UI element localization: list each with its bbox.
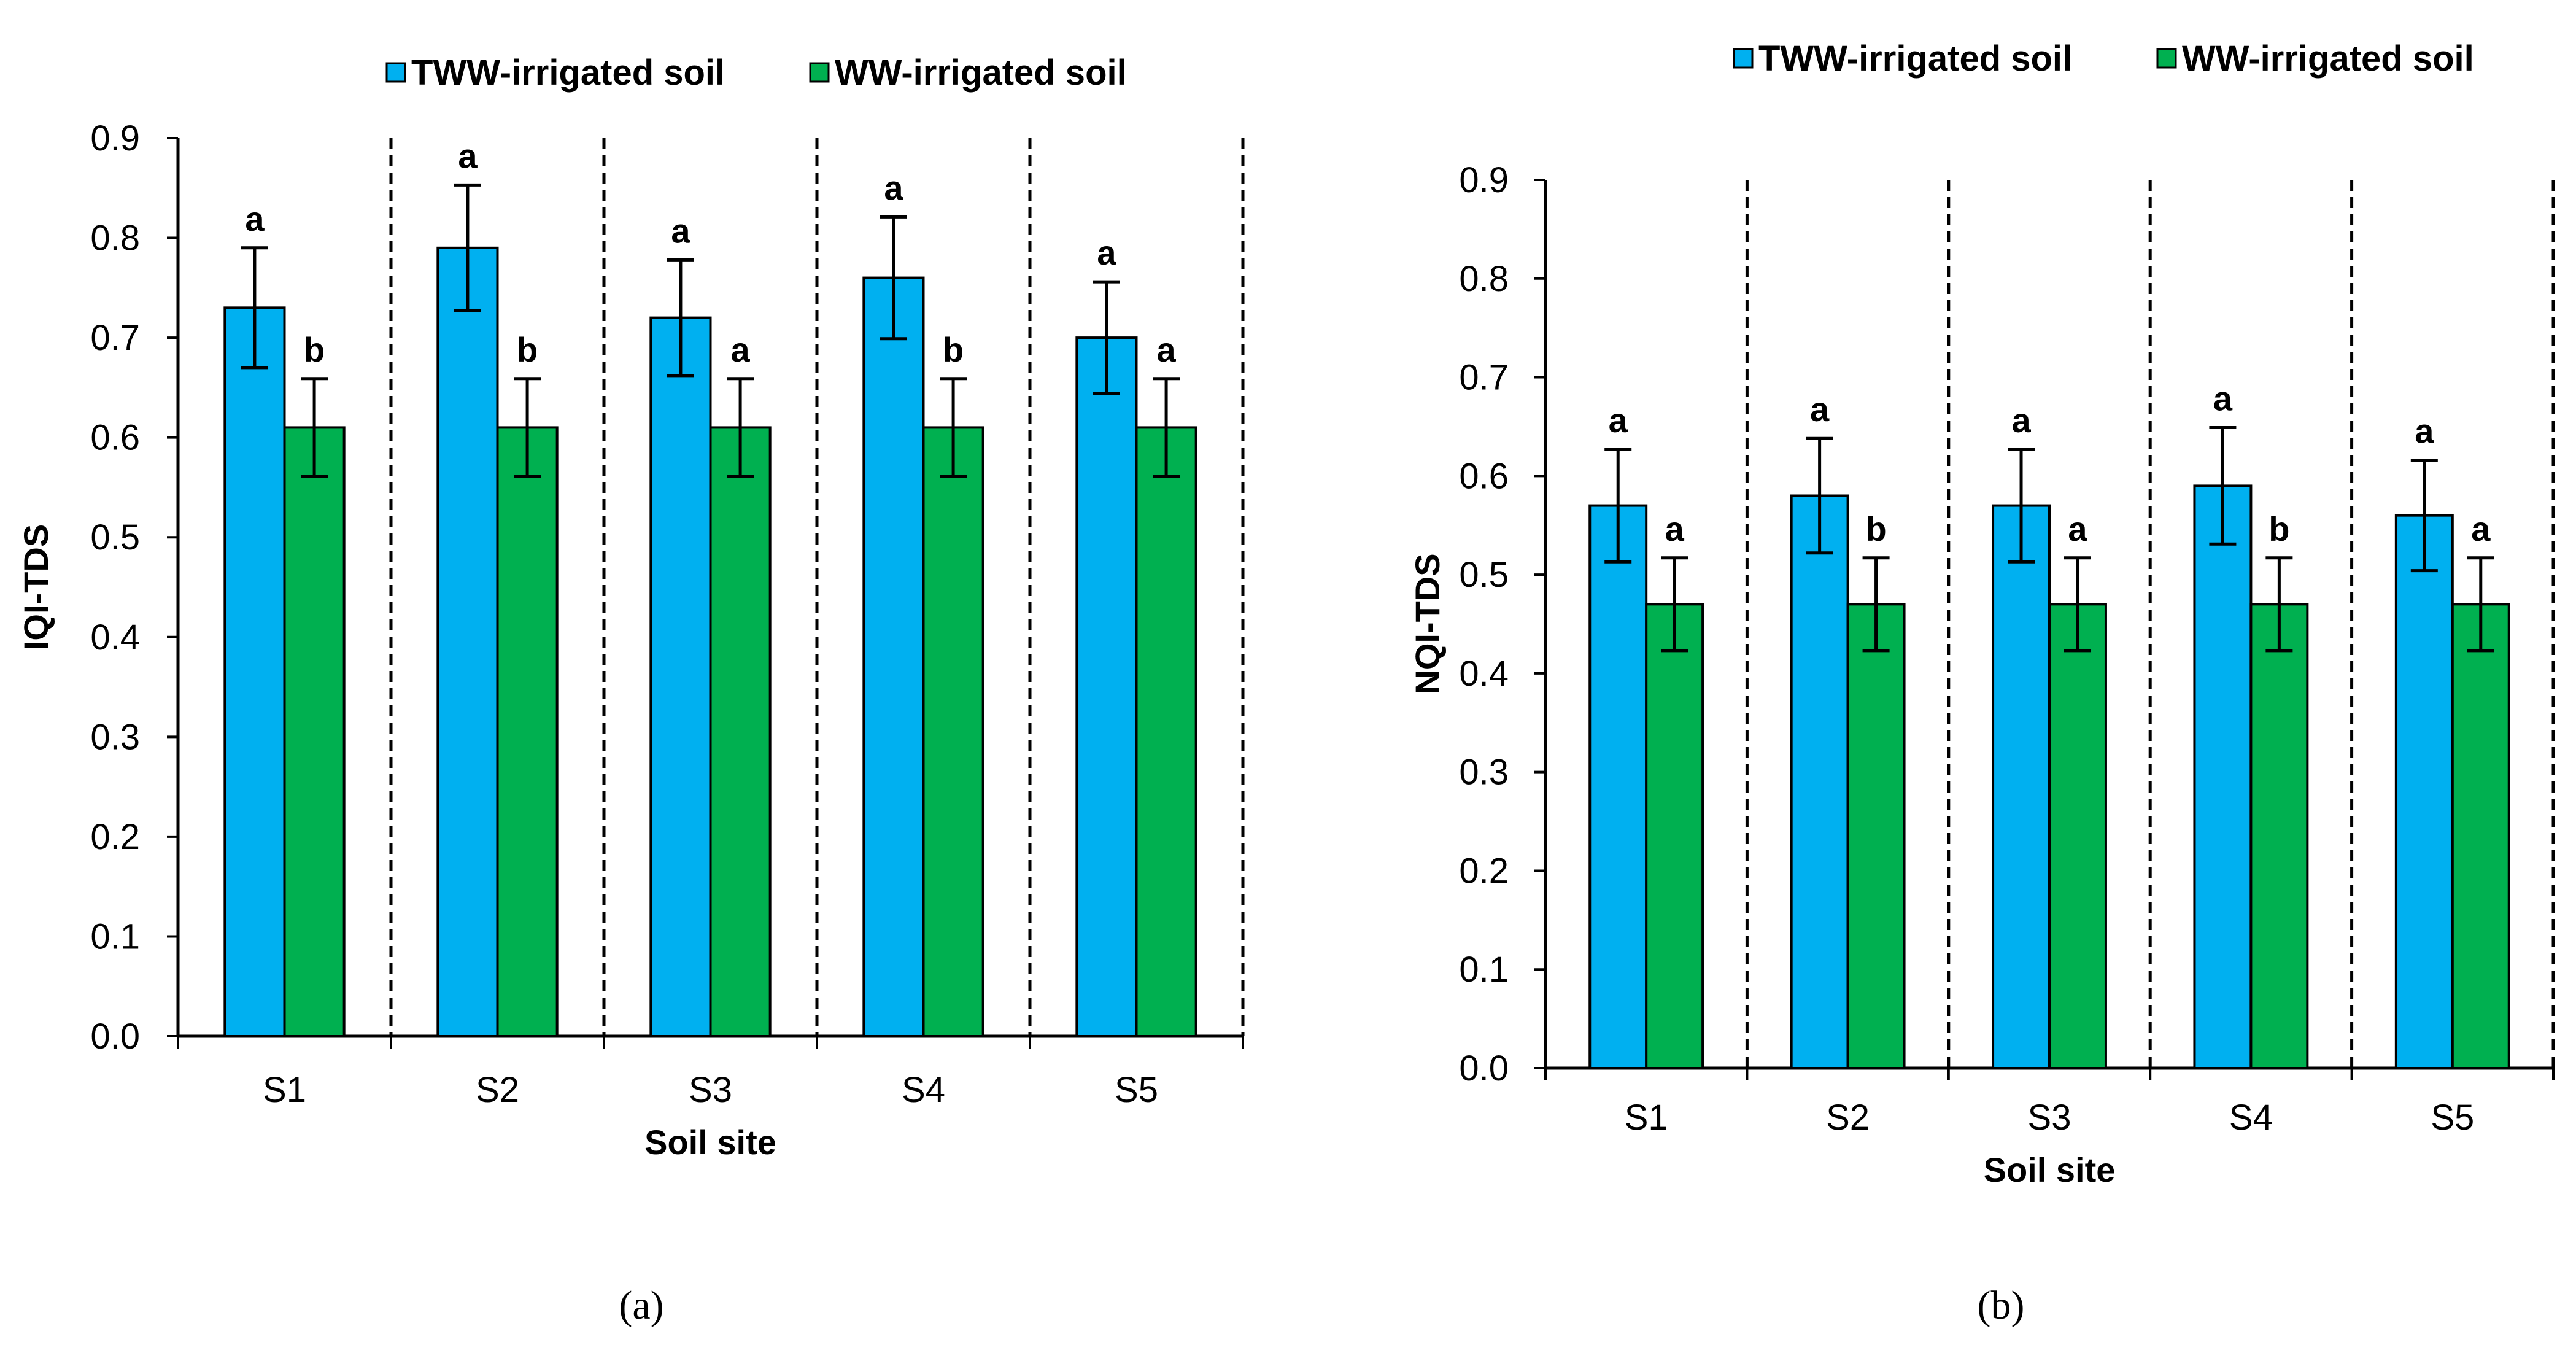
bar-ww bbox=[922, 426, 984, 1037]
y-axis-title: IQI-TDS bbox=[17, 524, 55, 650]
y-tick-label: 0.6 bbox=[90, 418, 140, 458]
x-tick-label: S2 bbox=[1826, 1098, 1870, 1138]
significance-letter: a bbox=[1665, 510, 1685, 548]
y-tick-label: 0.2 bbox=[1459, 851, 1509, 891]
significance-letter: a bbox=[1609, 401, 1628, 440]
y-tick-label: 0.4 bbox=[1459, 654, 1509, 694]
legend-swatch-tww bbox=[1733, 48, 1754, 69]
bar-ww bbox=[283, 426, 346, 1037]
x-tick-label: S3 bbox=[689, 1070, 732, 1110]
bar-tww bbox=[1790, 494, 1849, 1069]
panel-caption: (a) bbox=[619, 1283, 663, 1328]
y-axis-title: NQI-TDS bbox=[1408, 553, 1447, 694]
significance-letter: a bbox=[884, 168, 903, 207]
bar-tww bbox=[1588, 504, 1648, 1069]
legend-swatch-ww bbox=[809, 62, 830, 83]
significance-letter: b bbox=[943, 330, 964, 369]
bar-ww bbox=[1846, 603, 1906, 1069]
significance-letter: b bbox=[1865, 510, 1886, 548]
significance-letter: b bbox=[517, 330, 538, 369]
bar-ww bbox=[2249, 603, 2309, 1069]
x-axis-title: Soil site bbox=[644, 1123, 776, 1161]
bar-tww bbox=[862, 276, 925, 1038]
significance-letter: a bbox=[2471, 510, 2491, 548]
x-tick-label: S4 bbox=[902, 1070, 945, 1110]
x-tick-label: S2 bbox=[476, 1070, 519, 1110]
significance-letter: a bbox=[731, 330, 751, 369]
legend-label-ww: WW-irrigated soil bbox=[835, 53, 1127, 93]
y-tick-label: 0.6 bbox=[1459, 456, 1509, 496]
x-tick-label: S1 bbox=[1625, 1098, 1668, 1138]
y-tick-label: 0.8 bbox=[90, 219, 140, 258]
bar-ww bbox=[1135, 426, 1197, 1037]
x-tick-label: S5 bbox=[1115, 1070, 1158, 1110]
y-tick-label: 0.5 bbox=[1459, 555, 1509, 595]
significance-letter: b bbox=[2269, 510, 2289, 548]
y-tick-label: 0.7 bbox=[1459, 358, 1509, 398]
bar-tww bbox=[2193, 484, 2253, 1069]
significance-letter: a bbox=[1810, 390, 1830, 428]
x-tick-label: S1 bbox=[263, 1070, 306, 1110]
bar-tww bbox=[436, 246, 499, 1037]
bar-ww bbox=[496, 426, 559, 1037]
bar-ww bbox=[1645, 603, 1704, 1069]
y-tick-label: 0.9 bbox=[1459, 160, 1509, 200]
y-tick-label: 0.8 bbox=[1459, 259, 1509, 299]
chart-panel-a: 0.0 0.1 0.2 0.3 0.4 0.5 0.6 0.7 0.8 0.9 a b S1 a b S2 a a… bbox=[17, 53, 1245, 1328]
significance-letter: a bbox=[671, 211, 690, 250]
y-tick-label: 0.1 bbox=[1459, 950, 1509, 990]
legend-label-tww: TWW-irrigated soil bbox=[1758, 39, 2072, 79]
bar-ww bbox=[2451, 603, 2510, 1069]
y-tick-label: 0.7 bbox=[90, 318, 140, 358]
significance-letter: a bbox=[2415, 412, 2434, 451]
x-tick-label: S4 bbox=[2229, 1098, 2273, 1138]
significance-letter: a bbox=[1097, 233, 1116, 272]
significance-letter: a bbox=[2213, 379, 2233, 418]
chart-panel-b: 0.0 0.1 0.2 0.3 0.4 0.5 0.6 0.7 0.8 0.9 a a S1 a b S2 a a… bbox=[1408, 39, 2555, 1328]
legend-label-tww: TWW-irrigated soil bbox=[411, 53, 725, 93]
panel-caption: (b) bbox=[1978, 1283, 2025, 1328]
bar-tww bbox=[649, 316, 712, 1037]
bar-tww bbox=[223, 306, 286, 1037]
legend-label-ww: WW-irrigated soil bbox=[2182, 39, 2474, 79]
y-tick-label: 0.1 bbox=[90, 917, 140, 956]
significance-letter: a bbox=[458, 136, 478, 175]
x-axis-title: Soil site bbox=[1984, 1150, 2116, 1189]
significance-letter: a bbox=[245, 200, 265, 238]
y-tick-label: 0.0 bbox=[90, 1017, 140, 1057]
y-tick-label: 0.2 bbox=[90, 817, 140, 857]
y-tick-label: 0.5 bbox=[90, 518, 140, 557]
x-tick-label: S5 bbox=[2431, 1098, 2474, 1138]
significance-letter: a bbox=[2068, 510, 2087, 548]
legend-swatch-ww bbox=[2156, 48, 2177, 69]
y-tick-label: 0.3 bbox=[90, 717, 140, 757]
significance-letter: b bbox=[304, 330, 325, 369]
significance-letter: a bbox=[2011, 401, 2031, 440]
bar-tww bbox=[2394, 514, 2454, 1069]
y-tick-label: 0.4 bbox=[90, 618, 140, 657]
y-tick-label: 0.0 bbox=[1459, 1049, 1509, 1088]
y-tick-label: 0.9 bbox=[90, 118, 140, 158]
bar-ww bbox=[709, 426, 772, 1037]
bar-tww bbox=[1992, 504, 2051, 1069]
legend-swatch-tww bbox=[385, 62, 406, 83]
y-tick-label: 0.3 bbox=[1459, 753, 1509, 793]
x-tick-label: S3 bbox=[2028, 1098, 2071, 1138]
bar-ww bbox=[2048, 603, 2107, 1069]
significance-letter: a bbox=[1157, 330, 1177, 369]
bar-tww bbox=[1075, 336, 1138, 1037]
